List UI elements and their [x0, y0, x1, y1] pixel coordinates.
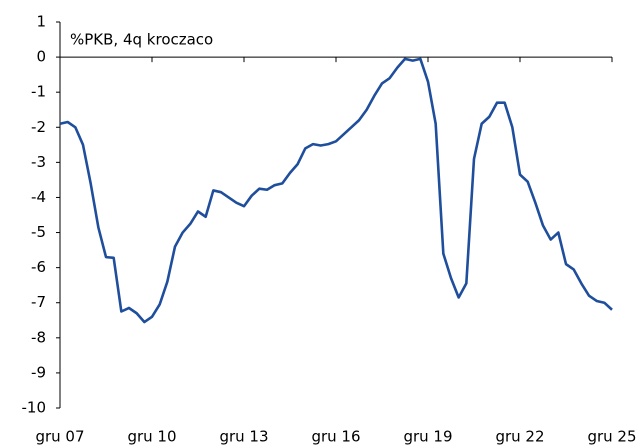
y-tick-label: -3 — [31, 153, 46, 171]
y-tick-label: -9 — [31, 363, 46, 381]
annotation: %PKB, 4q kroczaco — [70, 31, 213, 49]
y-tick-label: -4 — [31, 188, 46, 206]
x-tick-label: gru 16 — [311, 428, 360, 446]
y-tick-label: -2 — [31, 118, 46, 136]
x-tick-label: gru 10 — [127, 428, 176, 446]
y-tick-label: -8 — [31, 328, 46, 346]
y-tick-label: -5 — [31, 223, 46, 241]
x-tick-label: gru 07 — [35, 428, 84, 446]
y-tick-label: -1 — [31, 83, 46, 101]
y-tick-label: -7 — [31, 293, 46, 311]
x-tick-label: gru 13 — [219, 428, 268, 446]
y-tick-label: -10 — [22, 399, 47, 417]
y-tick-label: -6 — [31, 258, 46, 276]
y-tick-label: 1 — [36, 13, 46, 31]
series-line — [59, 57, 613, 324]
x-tick-label: gru 22 — [495, 428, 544, 446]
y-tick-label: 0 — [36, 48, 46, 66]
x-tick-label: gru 25 — [587, 428, 636, 446]
x-tick-label: gru 19 — [403, 428, 452, 446]
